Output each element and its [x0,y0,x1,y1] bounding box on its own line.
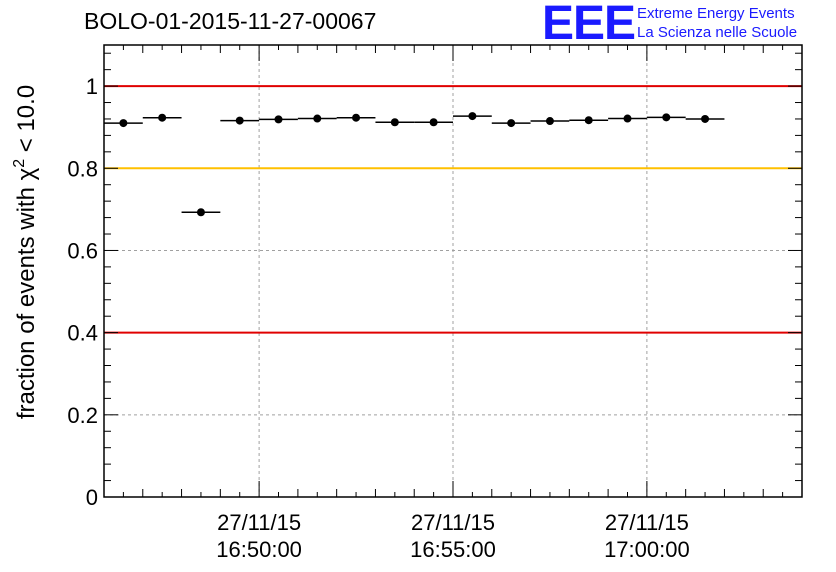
x-tick-date-1: 27/11/15 [411,510,495,535]
data-point-1 [158,113,167,122]
data-point-14 [662,113,671,122]
logo-line-1: Extreme Energy Events [637,5,795,22]
data-point-0 [119,119,128,128]
data-point-6 [352,113,361,122]
grid [104,45,802,497]
y-tick-label-4: 0.8 [67,156,98,181]
x-axis: 27/11/1516:50:0027/11/1516:55:0027/11/15… [103,45,803,562]
y-tick-label-5: 1 [86,74,98,99]
y-tick-label-1: 0.2 [67,403,98,428]
data-point-13 [623,114,632,123]
data-point-10 [507,119,516,128]
data-point-7 [390,118,399,127]
data-point-5 [313,114,322,123]
data-point-9 [468,112,477,121]
x-tick-time-1: 16:55:00 [410,537,496,562]
y-label-superscript: 2 [11,159,28,168]
y-label-prefix: fraction of events with [13,180,40,419]
eee-logo-mark: EEE [542,0,636,50]
x-tick-date-0: 27/11/15 [217,510,301,535]
data-point-11 [545,117,554,126]
logo-line-2: La Scienza nelle Scuole [637,24,798,41]
y-axis: 0 0.2 0.4 0.6 0.8 1 [67,52,802,510]
y-label-chi: χ [13,167,40,180]
data-point-15 [701,114,710,123]
x-tick-date-2: 27/11/15 [605,510,689,535]
y-tick-label-3: 0.6 [67,238,98,263]
data-point-4 [274,115,283,124]
data-point-12 [584,116,593,125]
x-tick-time-2: 17:00:00 [604,537,690,562]
y-label-suffix: < 10.0 [13,85,40,159]
data-point-2 [196,208,205,217]
chart-title: BOLO-01-2015-11-27-00067 [84,8,377,34]
y-tick-label-0: 0 [86,485,98,510]
data-point-8 [429,118,438,127]
y-axis-label: fraction of events with χ2 < 10.0 [11,85,40,419]
data-point-3 [235,116,244,125]
y-tick-label-2: 0.4 [67,321,98,346]
reference-lines [104,85,802,334]
x-tick-time-0: 16:50:00 [216,537,302,562]
data-points [104,112,725,217]
